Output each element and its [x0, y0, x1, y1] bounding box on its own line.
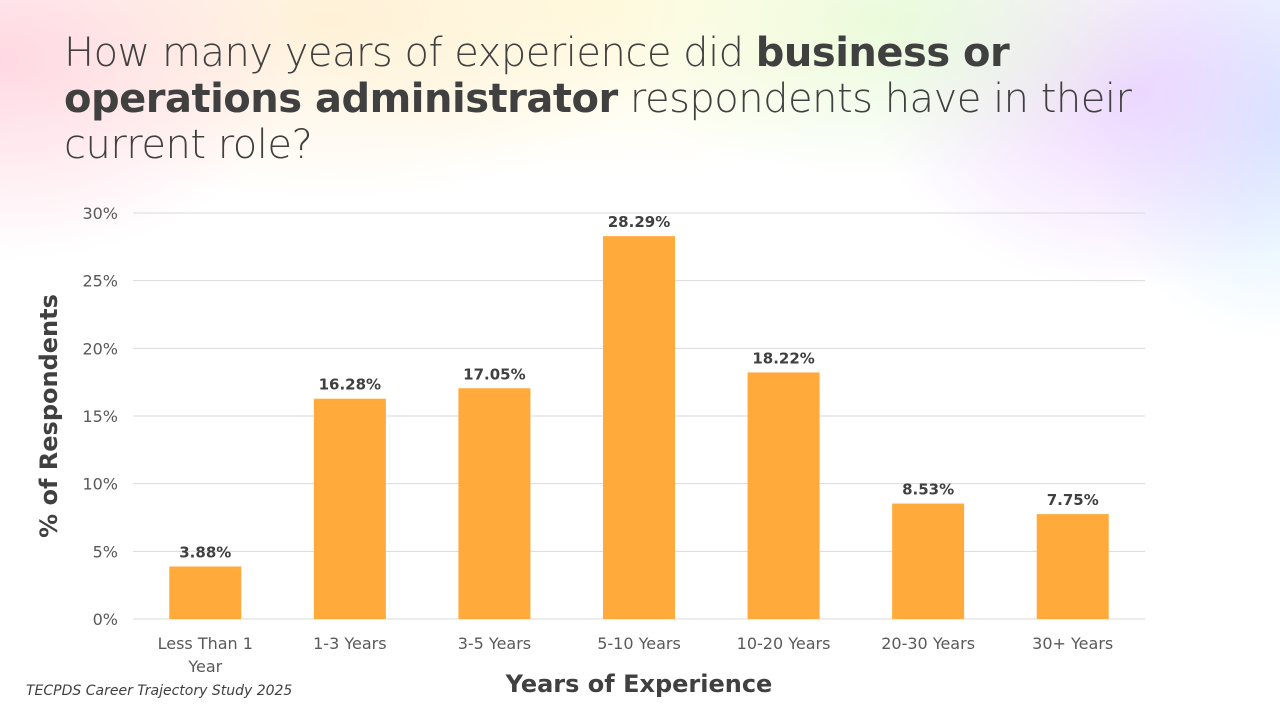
x-tick-label: 5-10 Years — [597, 634, 681, 653]
data-label: 7.75% — [1047, 491, 1099, 509]
source-note: TECPDS Career Trajectory Study 2025 — [26, 683, 293, 699]
y-tick-label: 25% — [82, 272, 118, 291]
data-label: 16.28% — [319, 376, 381, 394]
bar — [169, 566, 242, 619]
y-tick-label: 15% — [82, 407, 118, 426]
page-title: How many years of experience did busines… — [64, 30, 1244, 168]
x-tick-label: 1-3 Years — [313, 634, 386, 653]
x-axis-title: Years of Experience — [505, 670, 773, 698]
bar — [313, 398, 386, 619]
title-text: How many years of experience did — [64, 30, 756, 76]
x-tick-label: 30+ Years — [1032, 634, 1113, 653]
data-label: 28.29% — [608, 213, 670, 231]
bar — [747, 372, 820, 619]
title-bold-text: business or operations administrator — [64, 30, 1010, 122]
y-tick-label: 10% — [82, 475, 118, 494]
x-tick-label: 3-5 Years — [458, 634, 531, 653]
x-tick-label: Year — [187, 657, 222, 676]
y-tick-label: 30% — [82, 204, 118, 223]
y-tick-label: 20% — [82, 339, 118, 358]
x-tick-label: Less Than 1 — [158, 634, 253, 653]
bar — [1036, 514, 1109, 619]
data-label: 18.22% — [752, 349, 814, 367]
data-label: 3.88% — [179, 543, 231, 561]
y-axis-title: % of Respondents — [35, 294, 63, 538]
bar — [892, 503, 965, 619]
data-label: 8.53% — [902, 481, 954, 499]
x-tick-label: 20-30 Years — [881, 634, 975, 653]
data-label: 17.05% — [463, 365, 525, 383]
bar — [603, 236, 675, 619]
bar — [458, 388, 531, 619]
x-tick-label: 10-20 Years — [737, 634, 831, 653]
title-text-end: respondents have in their current role? — [64, 76, 1132, 168]
y-tick-label: 0% — [93, 610, 118, 629]
y-tick-label: 5% — [93, 542, 118, 561]
